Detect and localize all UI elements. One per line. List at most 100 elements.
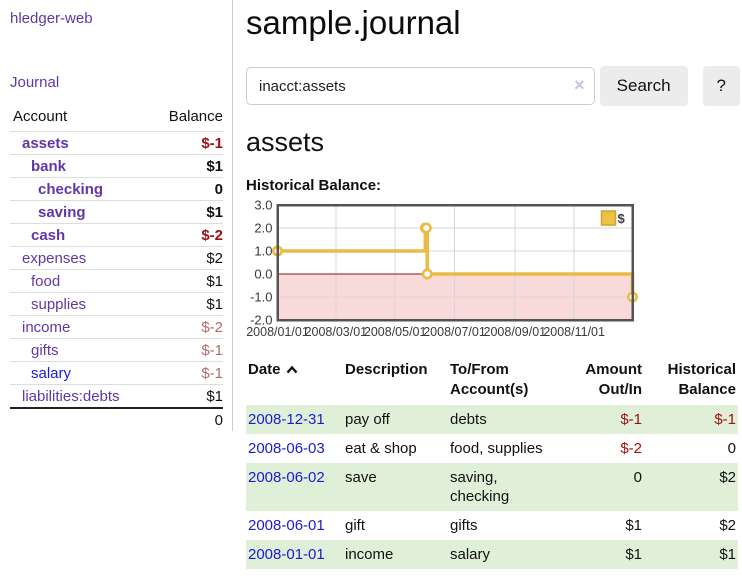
amount-column-header: Amount Out/In [585, 361, 642, 398]
historical-balance-chart: $3.0 2.0 1.0 0.0 -1.0 -2.0 2008/01/01 2008/03/0… [243, 198, 740, 348]
chart-canvas: $3.0 2.0 1.0 0.0 -1.0 -2.02008/01/012008/03/0… [246, 198, 638, 339]
transaction-date-link[interactable]: 2008-01-01 [248, 546, 325, 563]
account-row: checking 0 [10, 177, 223, 201]
svg-text:-2.0: -2.0 [250, 313, 272, 328]
main-content: sample.journal × Search ? assets Histori… [246, 4, 740, 569]
account-balance: $1 [149, 154, 223, 178]
svg-text:0.0: 0.0 [254, 267, 272, 282]
svg-text:2008/09/01: 2008/09/01 [484, 325, 547, 339]
sidebar-item-journal[interactable]: Journal [10, 74, 60, 91]
account-row: saving $1 [10, 200, 223, 224]
transaction-date-link[interactable]: 2008-12-31 [248, 411, 325, 428]
account-link-checking[interactable]: checking [38, 180, 104, 198]
register-row: 2008-06-03 eat & shop food, supplies $-2… [246, 434, 738, 463]
account-row: expenses $2 [10, 246, 223, 270]
account-row: income $-2 [10, 315, 223, 339]
transaction-description: income [345, 546, 394, 563]
transaction-date-link[interactable]: 2008-06-03 [248, 440, 325, 457]
svg-text:2008/07/01: 2008/07/01 [423, 325, 486, 339]
register-row: 2008-12-31 pay off debts $-1 $-1 [246, 405, 738, 434]
transaction-balance: $-1 [714, 411, 736, 428]
chart-title: Historical Balance: [246, 177, 382, 194]
transaction-balance: $1 [719, 546, 736, 563]
svg-text:2008/03/01: 2008/03/01 [305, 325, 368, 339]
page-title: sample.journal [246, 4, 461, 41]
accounts-total-row: 0 [10, 407, 223, 431]
search-button[interactable]: Search [599, 66, 688, 106]
account-balance: $-2 [149, 223, 223, 247]
sort-ascending-icon [286, 360, 298, 380]
clear-search-icon[interactable]: × [574, 75, 585, 95]
transaction-amount: $-2 [620, 440, 642, 457]
account-link-bank[interactable]: bank [31, 157, 67, 175]
account-balance: $-1 [149, 361, 223, 385]
transaction-amount: $1 [625, 546, 642, 563]
transaction-accounts: gifts [450, 517, 478, 534]
account-row: salary $-1 [10, 361, 223, 385]
register-header-row: Date Description To/From Account(s) Amou… [246, 360, 738, 405]
account-row: gifts $-1 [10, 338, 223, 362]
transaction-description: gift [345, 517, 366, 534]
register-row: 2008-01-01 income salary $1 $1 [246, 540, 738, 569]
svg-text:2008/11/01: 2008/11/01 [543, 325, 605, 339]
transaction-amount: $-1 [620, 411, 642, 428]
transaction-description: pay off [345, 411, 390, 428]
date-column-header[interactable]: Date [246, 360, 343, 405]
svg-text:-1.0: -1.0 [250, 290, 272, 305]
app-title-link[interactable]: hledger-web [10, 10, 93, 27]
account-link-assets[interactable]: assets [22, 134, 69, 152]
account-balance: $1 [149, 292, 223, 316]
account-column-header: Account [13, 108, 68, 125]
account-link-saving[interactable]: saving [38, 203, 86, 221]
account-heading: assets [246, 127, 325, 157]
account-row: bank $1 [10, 154, 223, 178]
register-row: 2008-06-01 gift gifts $1 $2 [246, 511, 738, 540]
search-form: × Search ? [246, 66, 740, 106]
account-link-salary[interactable]: salary [31, 364, 72, 382]
account-row: liabilities:debts $1 [10, 384, 223, 408]
transaction-accounts: saving, checking [450, 469, 510, 505]
help-button[interactable]: ? [702, 66, 740, 106]
transaction-date-link[interactable]: 2008-06-01 [248, 517, 325, 534]
svg-text:1.0: 1.0 [254, 244, 272, 259]
transaction-accounts: debts [450, 411, 487, 428]
transaction-amount: $1 [625, 517, 642, 534]
transaction-accounts: food, supplies [450, 440, 543, 457]
accounts-table-header: Account Balance [10, 108, 223, 132]
accounts-total-value: 0 [149, 407, 223, 431]
svg-text:2008/05/01: 2008/05/01 [364, 325, 427, 339]
account-row: cash $-2 [10, 223, 223, 247]
search-input[interactable] [246, 67, 595, 105]
transaction-balance: 0 [727, 440, 736, 457]
description-column-header: Description [345, 361, 428, 378]
account-link-cash[interactable]: cash [31, 226, 66, 244]
accounts-table: Account Balance assets $-1 bank $1 check… [10, 108, 223, 431]
transaction-balance: $2 [719, 469, 736, 486]
account-balance: $1 [149, 384, 223, 408]
transaction-amount: 0 [633, 469, 642, 486]
account-link-income[interactable]: income [22, 318, 71, 336]
account-row: assets $-1 [10, 131, 223, 155]
account-link-liabilities-debts[interactable]: liabilities:debts [22, 387, 120, 405]
account-row: food $1 [10, 269, 223, 293]
transaction-accounts: salary [450, 546, 491, 563]
svg-text:3.0: 3.0 [254, 199, 272, 213]
svg-text:$: $ [618, 211, 626, 226]
account-balance: $2 [149, 246, 223, 270]
account-link-expenses[interactable]: expenses [22, 249, 87, 267]
accounts-column-header: To/From Account(s) [450, 361, 529, 398]
account-balance: $1 [149, 200, 223, 224]
svg-text:2.0: 2.0 [254, 221, 272, 236]
transaction-balance: $2 [719, 517, 736, 534]
account-link-gifts[interactable]: gifts [31, 341, 59, 359]
register-row: 2008-06-02 save saving, checking 0 $2 [246, 463, 738, 511]
transaction-date-link[interactable]: 2008-06-02 [248, 469, 325, 486]
account-balance: 0 [149, 177, 223, 201]
sidebar: hledger-web Journal Account Balance asse… [0, 0, 233, 431]
account-link-supplies[interactable]: supplies [31, 295, 87, 313]
account-balance: $-1 [149, 338, 223, 362]
balance-column-header: Historical Balance [667, 361, 736, 398]
account-link-food[interactable]: food [31, 272, 61, 290]
transaction-description: eat & shop [345, 440, 417, 457]
transaction-description: save [345, 469, 377, 486]
